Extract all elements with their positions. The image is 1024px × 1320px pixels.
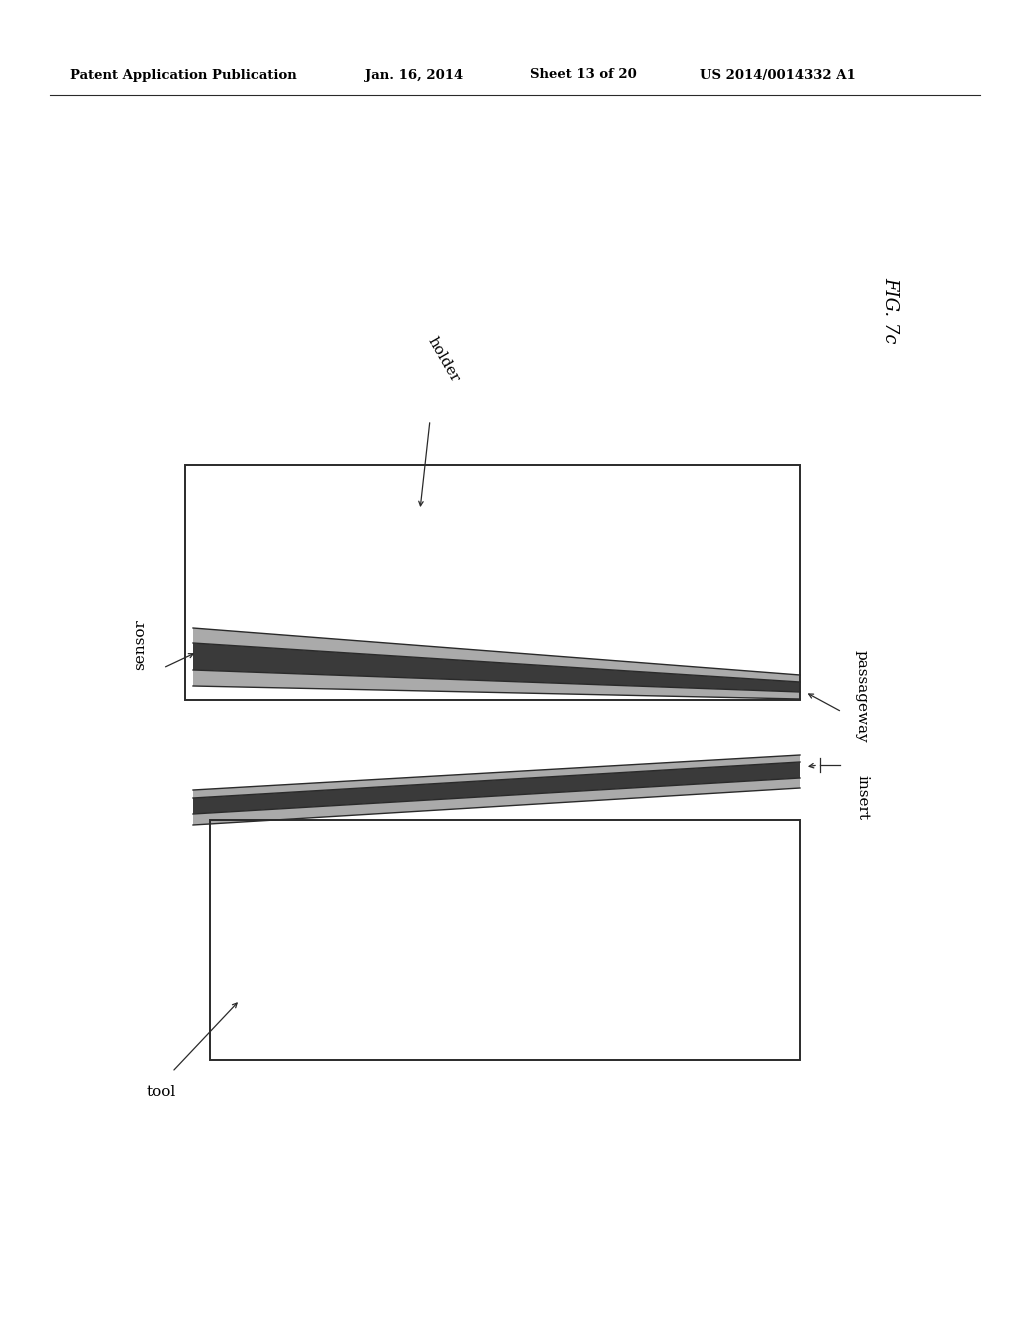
Polygon shape	[193, 777, 800, 825]
Text: insert: insert	[855, 775, 869, 820]
Polygon shape	[193, 762, 800, 814]
Text: Sheet 13 of 20: Sheet 13 of 20	[530, 69, 637, 82]
Text: sensor: sensor	[133, 619, 147, 671]
Text: holder: holder	[425, 335, 462, 385]
Text: passageway: passageway	[855, 649, 869, 743]
Polygon shape	[193, 628, 800, 682]
Text: Jan. 16, 2014: Jan. 16, 2014	[365, 69, 463, 82]
Text: US 2014/0014332 A1: US 2014/0014332 A1	[700, 69, 856, 82]
Polygon shape	[193, 671, 800, 700]
Text: tool: tool	[147, 1085, 176, 1100]
Polygon shape	[193, 643, 800, 692]
Polygon shape	[193, 755, 800, 799]
Text: Patent Application Publication: Patent Application Publication	[70, 69, 297, 82]
Text: FIG. 7c: FIG. 7c	[881, 277, 899, 343]
